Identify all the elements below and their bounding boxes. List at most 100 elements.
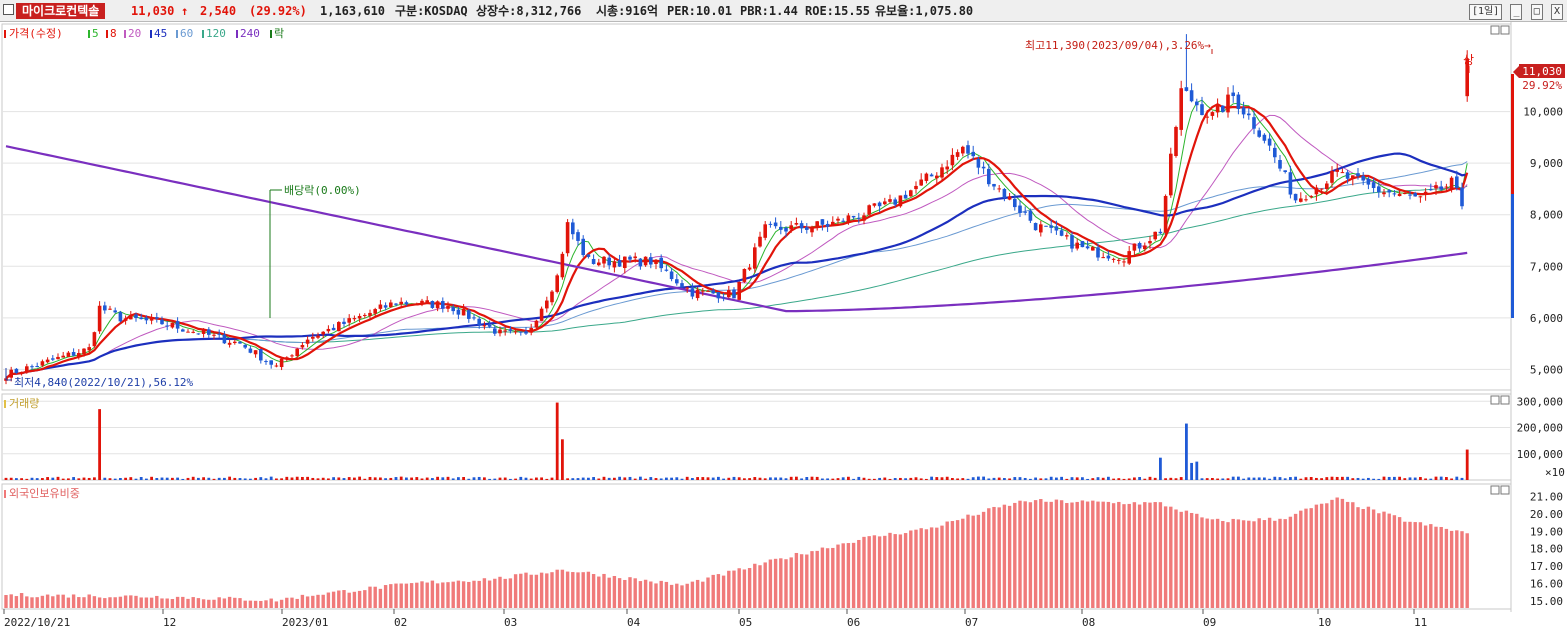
pane1-restore-button[interactable] [1490, 25, 1500, 35]
foreign-bar [404, 583, 409, 608]
legend-swatch [106, 30, 108, 38]
foreign-bar [966, 514, 970, 608]
foreign-bar [259, 600, 263, 608]
pane3-restore-button[interactable] [1490, 485, 1500, 495]
high-annotation: 최고11,390(2023/09/04),3.26%→ [1025, 39, 1211, 52]
foreign-bar [1148, 502, 1152, 608]
stock-chart[interactable]: 5,000 6,000 7,000 8,000 9,000 10,000 300,000 20… [0, 22, 1567, 630]
candle-body [987, 168, 991, 185]
volume-bar [1413, 477, 1417, 480]
candle-body [45, 359, 50, 363]
volume-bar [1299, 478, 1303, 480]
volume-bar [1351, 478, 1355, 480]
stock-name[interactable]: 마이크로컨텍솔 [16, 3, 106, 19]
candle-body [1387, 190, 1391, 193]
candle-body [997, 188, 1001, 190]
foreign-bar [831, 547, 835, 608]
volume-bar [997, 477, 1001, 480]
volume-bar [337, 477, 341, 480]
candle-body [935, 175, 939, 179]
foreign-bar [503, 578, 507, 608]
foreign-bar [1319, 503, 1324, 608]
foreign-bar [1325, 503, 1329, 608]
candle-body [1408, 194, 1412, 196]
candle-body [1231, 92, 1235, 97]
pane2-restore-button[interactable] [1490, 395, 1500, 405]
foreign-bar [1179, 511, 1183, 608]
candle-body [487, 324, 492, 327]
candle-body [1330, 170, 1334, 183]
volume-bar [415, 477, 419, 480]
legend-swatch [176, 30, 178, 38]
volume-bar [914, 477, 918, 480]
last-price-pct: 29.92% [1522, 79, 1562, 92]
foreign-bar [264, 600, 268, 608]
volume-bar [451, 478, 455, 480]
foreign-bar [1236, 519, 1241, 608]
foreign-bar [1065, 503, 1069, 608]
foreign-bar [201, 599, 206, 608]
candle-body [451, 307, 455, 312]
candle-body [1455, 176, 1459, 188]
minimize-button[interactable]: _ [1510, 4, 1523, 20]
foreign-bar [1299, 510, 1303, 608]
candle-body [654, 259, 658, 264]
volume-bar [1164, 478, 1167, 480]
candle-body [30, 366, 34, 368]
price-tick-label: 10,000 [1523, 106, 1563, 119]
volume-bar [457, 477, 460, 480]
foreign-bar [768, 559, 773, 608]
pbr-value: PBR:1.44 [740, 4, 798, 18]
volume-bar [826, 478, 829, 480]
candle-body [264, 361, 268, 363]
foreign-bar [851, 542, 856, 608]
volume-value: 1,163,610 [320, 4, 386, 18]
ma60-line [5, 161, 1468, 379]
foreign-bar [1408, 521, 1412, 608]
volume-bar [722, 478, 725, 480]
volume-bar [1393, 476, 1396, 480]
volume-bar [795, 476, 798, 480]
candle-body [19, 371, 24, 373]
candle-body [1241, 107, 1246, 115]
candle-body [108, 308, 112, 310]
foreign-bar [1439, 527, 1443, 608]
candle-body [1221, 105, 1225, 112]
candle-body [597, 262, 601, 266]
candle-body [35, 366, 39, 368]
foreign-bar [243, 600, 247, 608]
foreign-bar [399, 583, 403, 608]
volume-bar [467, 478, 471, 480]
foreign-bar [1106, 501, 1111, 608]
foreign-bar [815, 550, 819, 608]
candle-body [831, 221, 835, 225]
select-checkbox[interactable] [3, 4, 14, 15]
candle-body [123, 318, 128, 321]
period-button[interactable]: [1일] [1468, 4, 1503, 20]
foreign-bar [909, 530, 913, 608]
volume-bar [1325, 477, 1329, 480]
foreign-bar [305, 596, 310, 608]
pane1-close-button[interactable] [1500, 25, 1510, 35]
pane2-close-button[interactable] [1500, 395, 1510, 405]
foreign-bar [373, 586, 377, 608]
candle-body [883, 201, 887, 205]
foreign-tick-label: 15.00 [1530, 595, 1563, 608]
volume-bar [1013, 477, 1017, 480]
pane3-close-button[interactable] [1500, 485, 1510, 495]
candle-body [139, 317, 143, 320]
foreign-bar [118, 596, 123, 608]
candle-body [1085, 246, 1090, 249]
price-change: 2,540 [200, 4, 237, 18]
candle-body [981, 166, 986, 169]
foreign-bar [1429, 524, 1433, 608]
candle-body [1018, 205, 1022, 213]
foreign-bar [893, 534, 897, 608]
price-range-up-bar [1511, 74, 1514, 194]
foreign-bar [1397, 517, 1402, 608]
listed-shares: 상장수:8,312,766 [476, 4, 582, 18]
maximize-button[interactable]: □ [1530, 4, 1543, 20]
foreign-bar [19, 593, 24, 608]
close-button[interactable]: X [1550, 4, 1563, 20]
foreign-bar [784, 559, 788, 608]
